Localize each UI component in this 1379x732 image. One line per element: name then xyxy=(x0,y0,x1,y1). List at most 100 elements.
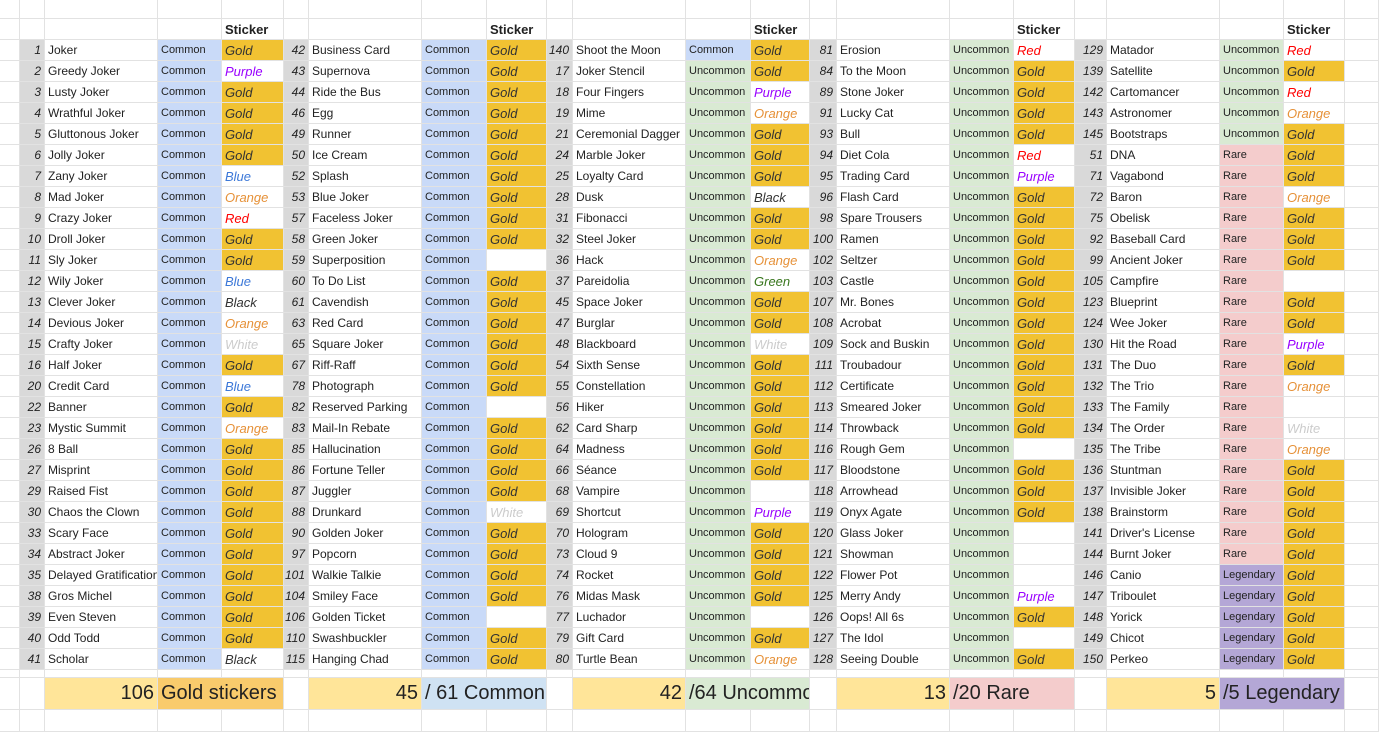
grid-cell xyxy=(0,460,20,481)
joker-number: 96 xyxy=(810,187,837,208)
joker-name: Yorick xyxy=(1107,607,1220,628)
joker-name: Matador xyxy=(1107,40,1220,61)
column-header: Sticker xyxy=(1014,19,1075,40)
joker-number: 134 xyxy=(1075,418,1107,439)
grid-cell xyxy=(1075,19,1107,40)
rarity: Uncommon xyxy=(686,565,751,586)
grid-cell xyxy=(1345,187,1379,208)
sticker: Gold xyxy=(222,40,284,61)
sticker: Gold xyxy=(1284,229,1345,250)
joker-name: The Duo xyxy=(1107,355,1220,376)
joker-name: Luchador xyxy=(573,607,686,628)
joker-number: 77 xyxy=(547,607,573,628)
grid-cell xyxy=(0,187,20,208)
joker-name: Popcorn xyxy=(309,544,422,565)
joker-number: 102 xyxy=(810,250,837,271)
rarity: Uncommon xyxy=(950,61,1014,82)
grid-cell xyxy=(1075,710,1107,732)
joker-name: Bootstraps xyxy=(1107,124,1220,145)
sticker: Orange xyxy=(1284,376,1345,397)
joker-number: 5 xyxy=(20,124,45,145)
rarity: Common xyxy=(422,586,487,607)
rarity: Uncommon xyxy=(686,187,751,208)
grid-cell xyxy=(837,670,950,678)
joker-number: 138 xyxy=(1075,502,1107,523)
joker-number: 108 xyxy=(810,313,837,334)
grid-cell xyxy=(573,0,686,19)
rarity: Common xyxy=(422,607,487,628)
joker-name: Throwback xyxy=(837,418,950,439)
sticker: Gold xyxy=(751,397,810,418)
joker-name: Zany Joker xyxy=(45,166,158,187)
joker-name: Steel Joker xyxy=(573,229,686,250)
joker-number: 40 xyxy=(20,628,45,649)
sticker: Gold xyxy=(751,418,810,439)
joker-number: 54 xyxy=(547,355,573,376)
rarity: Common xyxy=(422,229,487,250)
joker-name: Shortcut xyxy=(573,502,686,523)
grid-cell xyxy=(1345,229,1379,250)
joker-number: 111 xyxy=(810,355,837,376)
grid-cell xyxy=(284,710,309,732)
grid-cell xyxy=(0,481,20,502)
grid-cell xyxy=(487,0,547,19)
joker-name: Baron xyxy=(1107,187,1220,208)
grid-cell xyxy=(0,292,20,313)
joker-name: Square Joker xyxy=(309,334,422,355)
rarity: Common xyxy=(422,481,487,502)
sticker: Orange xyxy=(751,649,810,670)
grid-cell xyxy=(0,103,20,124)
joker-name: Mr. Bones xyxy=(837,292,950,313)
sticker: Orange xyxy=(1284,103,1345,124)
joker-number: 67 xyxy=(284,355,309,376)
joker-number: 8 xyxy=(20,187,45,208)
sticker: Gold xyxy=(487,376,547,397)
sticker: Gold xyxy=(1284,586,1345,607)
grid-cell xyxy=(1075,678,1107,710)
rarity: Common xyxy=(422,439,487,460)
rarity: Rare xyxy=(1220,502,1284,523)
rarity: Uncommon xyxy=(950,82,1014,103)
joker-number: 121 xyxy=(810,544,837,565)
rarity: Uncommon xyxy=(950,502,1014,523)
grid-cell xyxy=(1345,678,1379,710)
grid-cell xyxy=(1345,544,1379,565)
rarity: Uncommon xyxy=(950,271,1014,292)
rarity: Legendary xyxy=(1220,628,1284,649)
joker-number: 12 xyxy=(20,271,45,292)
sticker: Gold xyxy=(1284,523,1345,544)
joker-name: Stone Joker xyxy=(837,82,950,103)
sticker: Blue xyxy=(222,376,284,397)
sticker: Purple xyxy=(1014,166,1075,187)
grid-cell xyxy=(0,649,20,670)
rarity: Uncommon xyxy=(686,103,751,124)
grid-cell xyxy=(0,628,20,649)
summary-label: /20 Rare xyxy=(950,678,1075,710)
joker-name: Walkie Talkie xyxy=(309,565,422,586)
joker-number: 113 xyxy=(810,397,837,418)
joker-name: Bull xyxy=(837,124,950,145)
sticker: Gold xyxy=(487,229,547,250)
joker-name: Vagabond xyxy=(1107,166,1220,187)
sticker: White xyxy=(487,502,547,523)
joker-name: Jolly Joker xyxy=(45,145,158,166)
sticker: Gold xyxy=(751,586,810,607)
joker-name: Greedy Joker xyxy=(45,61,158,82)
rarity: Common xyxy=(158,397,222,418)
grid-cell xyxy=(222,710,284,732)
rarity: Uncommon xyxy=(950,124,1014,145)
joker-number: 20 xyxy=(20,376,45,397)
joker-number: 22 xyxy=(20,397,45,418)
joker-number: 124 xyxy=(1075,313,1107,334)
rarity: Common xyxy=(158,124,222,145)
joker-number: 76 xyxy=(547,586,573,607)
rarity: Common xyxy=(422,628,487,649)
rarity: Common xyxy=(422,376,487,397)
joker-name: The Family xyxy=(1107,397,1220,418)
joker-name: Scary Face xyxy=(45,523,158,544)
joker-number: 3 xyxy=(20,82,45,103)
rarity: Uncommon xyxy=(686,334,751,355)
grid-cell xyxy=(686,710,751,732)
joker-name: Wrathful Joker xyxy=(45,103,158,124)
joker-name: Clever Joker xyxy=(45,292,158,313)
